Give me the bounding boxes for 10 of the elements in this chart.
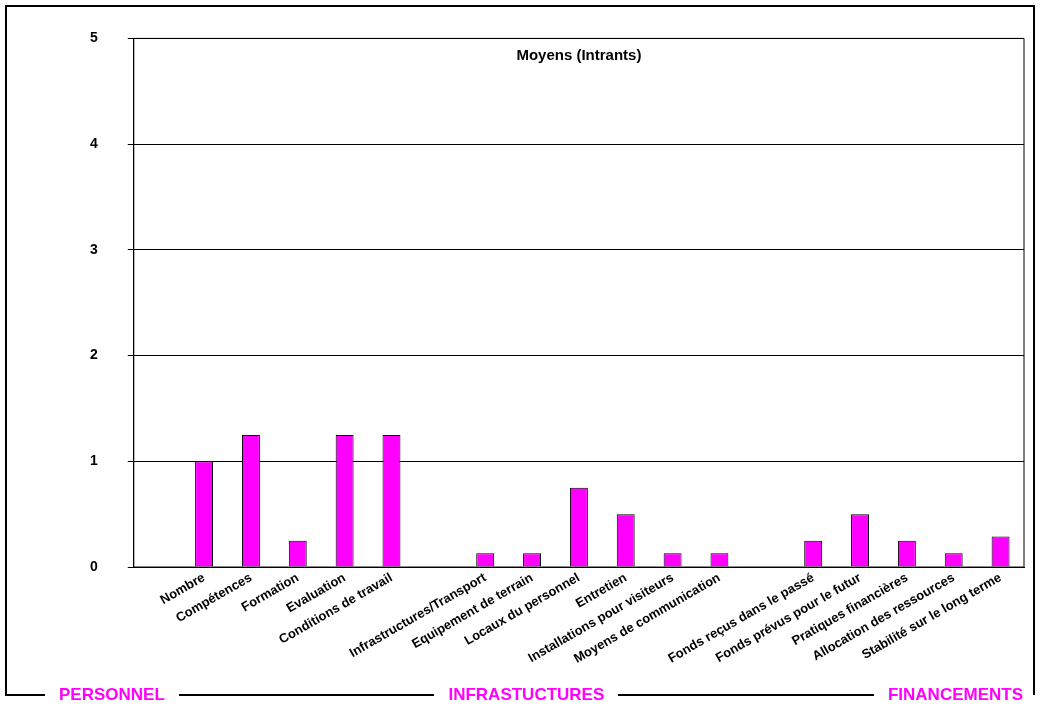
y-tick-label: 3 xyxy=(89,240,98,257)
y-tick-label: 2 xyxy=(89,346,98,363)
y-tick-label: 4 xyxy=(89,134,98,151)
y-tick-label: 1 xyxy=(89,452,98,469)
y-tick-label: 5 xyxy=(89,29,98,46)
text: PERSONNEL xyxy=(58,685,166,705)
text: FINANCEMENTS xyxy=(886,685,1024,705)
text: Moyens (Intrants) xyxy=(516,46,642,64)
y-tick-label: 0 xyxy=(89,557,98,574)
text: INFRASTUCTURES xyxy=(447,685,606,705)
